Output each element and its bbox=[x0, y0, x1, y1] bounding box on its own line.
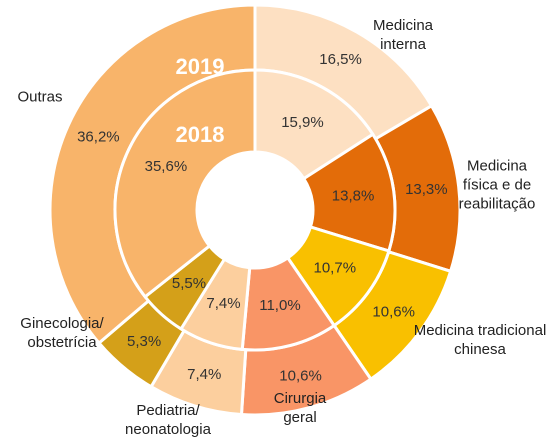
slice bbox=[113, 68, 257, 299]
value-label: 35,6% bbox=[145, 158, 188, 175]
value-label: 5,3% bbox=[127, 333, 161, 350]
category-label: Pediatria/ neonatologia bbox=[125, 402, 211, 438]
value-label: 5,5% bbox=[172, 275, 206, 292]
category-label: Medicina tradicional chinesa bbox=[413, 322, 547, 358]
value-label: 10,6% bbox=[372, 304, 415, 321]
value-label: 13,3% bbox=[405, 181, 448, 198]
value-label: 15,9% bbox=[281, 114, 324, 131]
value-label: 16,5% bbox=[319, 51, 362, 68]
series-label: 2018 bbox=[176, 122, 225, 147]
category-label: Outras bbox=[17, 88, 63, 106]
value-label: 36,2% bbox=[77, 129, 120, 146]
category-label: Medicina interna bbox=[372, 17, 434, 53]
category-label: Cirurgia geral bbox=[273, 390, 327, 426]
value-label: 10,7% bbox=[314, 260, 357, 277]
category-label: Medicina física e de reabilitação bbox=[458, 157, 536, 213]
category-label: Ginecologia/ obstetrícia bbox=[20, 315, 104, 351]
slice bbox=[301, 132, 397, 253]
value-label: 7,4% bbox=[206, 295, 240, 312]
value-label: 7,4% bbox=[187, 366, 221, 383]
value-label: 13,8% bbox=[332, 187, 375, 204]
value-label: 10,6% bbox=[279, 367, 322, 384]
value-label: 11,0% bbox=[259, 297, 300, 314]
